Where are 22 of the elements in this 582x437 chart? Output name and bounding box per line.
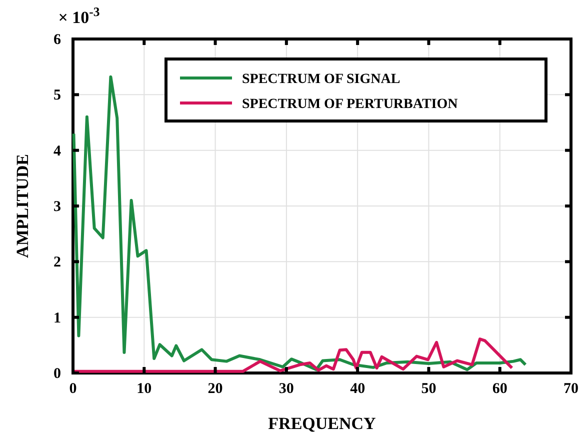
y-tick-label: 4	[54, 143, 62, 160]
x-tick-label: 50	[421, 381, 436, 397]
x-tick-label: 30	[278, 381, 294, 397]
y-tick-label: 0	[54, 366, 61, 382]
y-tick-label: 2	[54, 254, 61, 271]
y-axis-title: AMPLITUDE	[13, 154, 32, 258]
x-tick-label: 0	[69, 381, 77, 397]
legend-label: SPECTRUM OF SIGNAL	[242, 72, 400, 87]
y-tick-label: 6	[54, 32, 62, 48]
legend-label: SPECTRUM OF PERTURBATION	[242, 97, 458, 112]
x-tick-label: 10	[136, 381, 152, 397]
x-tick-label: 70	[564, 381, 578, 397]
x-tick-label: 40	[350, 381, 366, 397]
y-tick-label: 3	[54, 199, 61, 215]
line-series	[72, 75, 527, 372]
x-axis-title: FREQUENCY	[268, 414, 376, 433]
y-tick-label: 1	[54, 310, 61, 326]
line-series	[72, 338, 514, 373]
x-tick-label: 60	[492, 381, 508, 397]
text: × 10$^{-3}$	[58, 5, 100, 27]
x-tick-label: 20	[208, 381, 223, 397]
y-tick-label: 5	[54, 88, 61, 104]
